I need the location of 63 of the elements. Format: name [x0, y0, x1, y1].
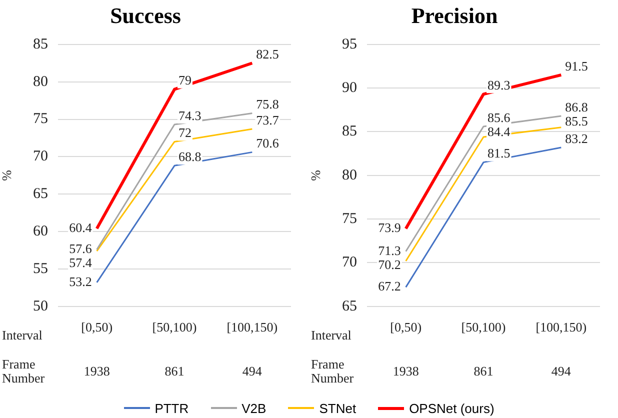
data-label: 70.2 — [378, 256, 401, 272]
data-label: 53.2 — [69, 274, 92, 289]
y-tick-label: 75 — [33, 111, 48, 128]
data-label: 60.4 — [69, 220, 92, 235]
legend-label: OPSNet (ours) — [409, 400, 494, 416]
data-label: 85.6 — [488, 110, 511, 125]
data-label: 85.5 — [565, 113, 588, 128]
text: 861 — [164, 363, 184, 378]
text: Frame Number — [2, 356, 46, 386]
data-label: 67.2 — [378, 278, 401, 294]
y-tick-label: 95 — [342, 36, 357, 52]
text: 1938 — [392, 363, 419, 378]
data-label: 73.7 — [256, 112, 280, 128]
legend-label: PTTR — [154, 400, 189, 416]
y-tick-label: 80 — [33, 74, 48, 90]
x-tick-label: [50,100) — [461, 320, 506, 335]
y-tick-label: 55 — [33, 260, 48, 277]
data-label: 68.8 — [178, 149, 202, 164]
data-label: 91.5 — [565, 58, 588, 74]
y-tick-label: 65 — [342, 298, 357, 314]
y-axis-title: % — [308, 170, 324, 181]
text: 494 — [242, 363, 262, 378]
text: Interval — [2, 327, 43, 342]
data-label: 75.8 — [256, 96, 279, 112]
text: 861 — [474, 363, 494, 378]
x-tick-label: [0,50) — [390, 320, 422, 335]
y-tick-label: 70 — [33, 148, 48, 165]
y-axis-title: % — [0, 170, 14, 181]
y-tick-label: 50 — [33, 298, 48, 314]
chart-title: Precision — [411, 2, 498, 28]
text: Frame Number — [311, 356, 354, 386]
y-tick-label: 85 — [342, 124, 357, 140]
y-tick-label: 85 — [33, 36, 48, 52]
data-label: 83.2 — [565, 130, 588, 146]
data-label: 84.4 — [488, 124, 511, 139]
data-label: 71.3 — [378, 242, 401, 258]
data-label: 86.8 — [565, 99, 588, 114]
text: 494 — [551, 363, 572, 378]
x-tick-label: [100,150) — [226, 320, 278, 335]
data-label: 79 — [178, 72, 192, 88]
y-tick-label: 70 — [342, 254, 357, 271]
legend-label: STNet — [319, 400, 356, 416]
text: Interval — [311, 327, 352, 342]
legend-label: V2B — [242, 400, 266, 416]
text: 1938 — [84, 363, 110, 378]
data-label: 82.5 — [256, 46, 279, 62]
x-tick-label: [0,50) — [81, 320, 113, 335]
x-tick-label: [50,100) — [152, 320, 197, 335]
y-tick-label: 80 — [342, 167, 357, 184]
y-tick-label: 60 — [33, 223, 48, 240]
y-tick-label: 75 — [342, 211, 357, 228]
x-tick-label: [100,150) — [536, 320, 587, 335]
data-label: 72 — [178, 125, 192, 140]
data-label: 89.3 — [488, 78, 510, 93]
y-tick-label: 90 — [342, 80, 357, 96]
y-tick-label: 65 — [33, 186, 48, 202]
data-label: 73.9 — [378, 220, 401, 236]
data-label: 57.6 — [69, 240, 92, 256]
data-label: 57.4 — [69, 254, 92, 270]
data-label: 81.5 — [488, 146, 510, 161]
chart-title: Success — [110, 2, 182, 28]
data-label: 74.3 — [178, 108, 202, 123]
data-label: 70.6 — [256, 136, 280, 151]
